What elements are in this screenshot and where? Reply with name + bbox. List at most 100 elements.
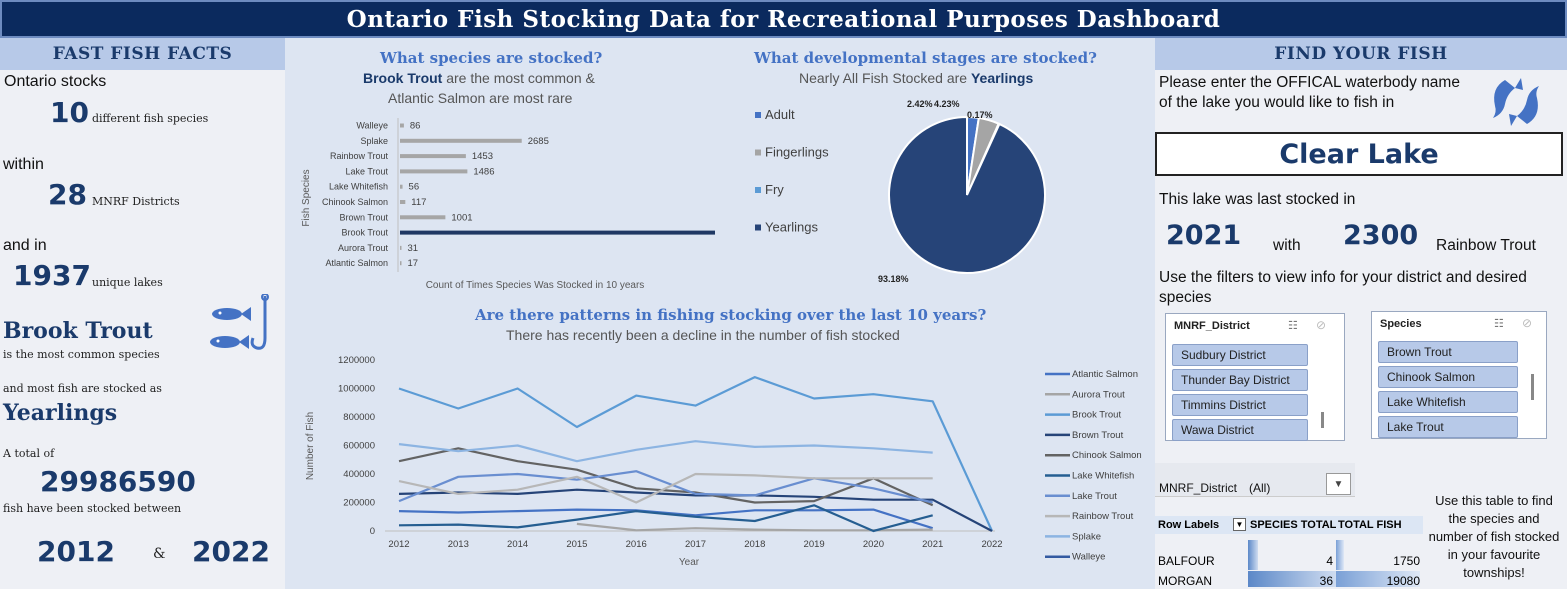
bar-value-label: 117 xyxy=(411,197,426,208)
slicer-item-wawa[interactable]: Wawa District xyxy=(1172,419,1308,441)
multi-select-icon[interactable]: ☷ xyxy=(1494,318,1504,330)
clear-filter-icon[interactable]: ⊘ xyxy=(1522,316,1533,330)
line-ytick-label: 1000000 xyxy=(338,384,375,395)
fast-fish-facts-header: FAST FISH FACTS xyxy=(0,38,285,70)
stage-intro: and most fish are stocked as xyxy=(3,382,162,395)
table-row[interactable]: MORGAN 36 19080 xyxy=(1155,570,1423,590)
line-xtick-label: 2017 xyxy=(685,539,706,550)
slicer-item-thunder-bay[interactable]: Thunder Bay District xyxy=(1172,369,1308,391)
districts-label: MNRF Districts xyxy=(92,195,180,208)
ontario-stocks-text: Ontario stocks xyxy=(4,73,107,90)
species-total-value: 36 xyxy=(1319,574,1333,588)
table-hint: Use this table to find the species and n… xyxy=(1428,493,1560,580)
filter-instructions: Use the filters to view info for your di… xyxy=(1159,269,1527,306)
slicer-item-brown-trout[interactable]: Brown Trout xyxy=(1378,341,1518,363)
line-series-rainbow-trout xyxy=(398,472,933,504)
bar-lake-whitefish xyxy=(400,184,403,189)
line-series-lake-whitefish xyxy=(398,504,933,533)
pie-data-label: 93.18% xyxy=(878,274,909,284)
bar-value-label: 1453 xyxy=(472,151,493,162)
fast-fish-facts-panel: FAST FISH FACTS Ontario stocks 10 differ… xyxy=(0,38,285,589)
line-xtick-label: 2012 xyxy=(388,539,409,550)
bar-chart-xlabel: Count of Times Species Was Stocked in 10… xyxy=(426,280,645,291)
bar-walleye xyxy=(400,123,404,128)
district-slicer[interactable]: MNRF_District ☷ ⊘ Sudbury District Thund… xyxy=(1165,313,1345,441)
table-row[interactable]: BALFOUR 4 1750 xyxy=(1155,540,1423,570)
lake-name-input[interactable]: Clear Lake xyxy=(1155,132,1563,176)
line-xtick-label: 2016 xyxy=(626,539,647,550)
line-xtick-label: 2014 xyxy=(507,539,528,550)
species-slicer-scrollbar[interactable] xyxy=(1531,374,1534,400)
slicer-item-chinook-salmon[interactable]: Chinook Salmon xyxy=(1378,366,1518,388)
lakes-label: unique lakes xyxy=(92,276,163,289)
pie-legend-yearlings: Yearlings xyxy=(765,220,819,235)
lake-prompt: Please enter the OFFICAL waterbody name … xyxy=(1159,74,1460,111)
and-in-text: and in xyxy=(3,237,47,254)
bar-chart-ylabel: Fish Species xyxy=(301,169,312,226)
year-end: 2022 xyxy=(192,535,270,568)
dashboard-title-bar: Ontario Fish Stocking Data for Recreatio… xyxy=(0,0,1567,38)
bar-aurora-trout xyxy=(400,245,402,250)
common-species: Brook Trout xyxy=(3,318,153,344)
pie-legend-fingerlings: Fingerlings xyxy=(765,145,829,160)
line-series-chinook-salmon xyxy=(398,447,934,507)
chevron-down-icon[interactable]: ▼ xyxy=(1326,473,1351,495)
species-slicer[interactable]: Species ☷ ⊘ Brown Trout Chinook Salmon L… xyxy=(1371,311,1547,439)
total-fish-databar xyxy=(1336,540,1344,570)
line-series-lake-trout xyxy=(398,470,933,504)
total-intro: A total of xyxy=(3,447,55,460)
bar-category-label: Rainbow Trout xyxy=(330,151,389,161)
line-series-brown-trout xyxy=(398,488,993,532)
species-slicer-title: Species xyxy=(1380,318,1422,330)
total-fish: 29986590 xyxy=(40,465,196,498)
find-your-fish-panel: FIND YOUR FISH Please enter the OFFICAL … xyxy=(1155,38,1567,589)
bar-value-label: 56 xyxy=(409,182,420,193)
slicer-item-timmins[interactable]: Timmins District xyxy=(1172,394,1308,416)
bar-category-label: Splake xyxy=(360,136,388,146)
bar-splake xyxy=(400,138,522,143)
multi-select-icon[interactable]: ☷ xyxy=(1288,320,1298,332)
stages-subtitle-rest: Nearly All Fish Stocked are xyxy=(799,70,971,86)
line-series-splake xyxy=(398,440,933,463)
bar-chinook-salmon xyxy=(400,200,406,204)
bar-category-label: Brown Trout xyxy=(339,212,388,222)
bar-lake-trout xyxy=(400,169,468,174)
bar-value-label: 17 xyxy=(408,258,419,269)
bar-brook-trout xyxy=(400,230,715,235)
species-total-value: 4 xyxy=(1326,554,1333,568)
line-chart-xlabel: Year xyxy=(679,557,700,568)
line-ytick-label: 400000 xyxy=(343,469,375,480)
pivot-filter-label: MNRF_District xyxy=(1159,481,1237,495)
year-start: 2012 xyxy=(37,535,115,568)
last-stocked-text: This lake was last stocked in xyxy=(1159,191,1356,208)
district-slicer-scrollbar[interactable] xyxy=(1321,412,1324,428)
clear-filter-icon[interactable]: ⊘ xyxy=(1316,318,1327,332)
line-legend-atlantic-salmon: Atlantic Salmon xyxy=(1072,369,1138,380)
bar-category-label: Aurora Trout xyxy=(338,243,389,253)
pivot-row-label: BALFOUR xyxy=(1158,554,1215,568)
bar-category-label: Brook Trout xyxy=(341,228,388,238)
total-fish-databar xyxy=(1336,571,1420,587)
slicer-item-lake-whitefish[interactable]: Lake Whitefish xyxy=(1378,391,1518,413)
slicer-item-sudbury[interactable]: Sudbury District xyxy=(1172,344,1308,366)
bar-rainbow-trout xyxy=(400,154,466,159)
bar-atlantic-salmon xyxy=(400,261,402,266)
pivot-header-row: Row Labels ▼ SPECIES TOTAL TOTAL FISH xyxy=(1155,516,1423,534)
stages-subtitle-bold: Yearlings xyxy=(970,70,1034,86)
line-xtick-label: 2019 xyxy=(804,539,825,550)
bar-category-label: Walleye xyxy=(356,121,388,131)
fish-hook-icon xyxy=(210,294,269,350)
line-xtick-label: 2021 xyxy=(922,539,943,550)
trend-section-title: Are there patterns in fishing stocking o… xyxy=(475,306,987,324)
species-subtitle-bold: Brook Trout xyxy=(363,70,443,86)
line-series-brook-trout xyxy=(398,376,994,532)
slicer-item-lake-trout[interactable]: Lake Trout xyxy=(1378,416,1518,438)
bar-value-label: 1486 xyxy=(473,166,494,177)
lake-name-value: Clear Lake xyxy=(1279,138,1439,170)
filter-dropdown-icon[interactable]: ▼ xyxy=(1233,518,1246,531)
last-stocked-species: Rainbow Trout xyxy=(1436,237,1536,254)
common-stage: Yearlings xyxy=(3,400,118,426)
species-subtitle-rest: are the most common & xyxy=(442,70,595,86)
districts-count: 28 xyxy=(48,178,87,211)
pivot-filter-row: MNRF_District (All) ▼ xyxy=(1155,463,1355,497)
